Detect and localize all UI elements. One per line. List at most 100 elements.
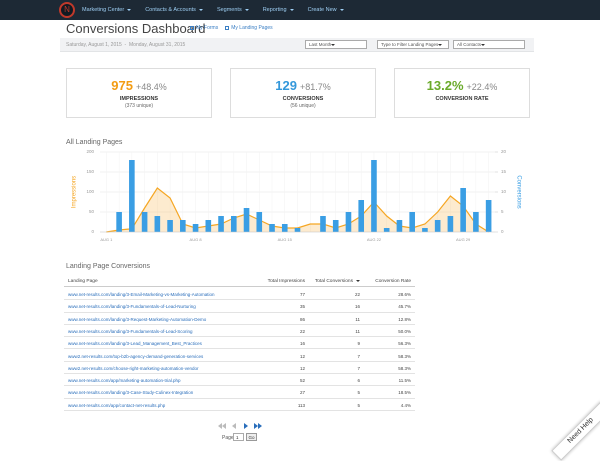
x-tick-label: AUG 8 xyxy=(190,237,203,242)
stat-box: 129 +81.7% CONVERSIONS (56 unique) xyxy=(230,68,376,118)
bar xyxy=(243,208,250,232)
y2-tick-label: 0 xyxy=(501,229,504,234)
page-link[interactable]: www2.net-results.com/choose-right-market… xyxy=(68,365,199,371)
stat-change: +81.7% xyxy=(299,82,331,92)
header-link-label: My Forms xyxy=(196,25,219,31)
y-tick-label: 0 xyxy=(91,229,94,234)
table-cell: 50.0% xyxy=(398,328,411,334)
nav-item[interactable]: Segments xyxy=(217,7,249,13)
filter-select[interactable]: All Contacts xyxy=(453,40,525,49)
column-header[interactable]: Total Conversions xyxy=(309,279,360,284)
page-link[interactable]: www.net-results.com/app/marketing-automa… xyxy=(68,378,181,384)
table-cell: 12 xyxy=(299,353,305,359)
date-range: Saturday, August 1, 2015 - Monday, Augus… xyxy=(66,42,186,48)
nav-item-label: Segments xyxy=(216,7,242,13)
pager-arrows[interactable] xyxy=(216,422,266,430)
bar xyxy=(485,200,492,232)
bar xyxy=(218,216,224,232)
page-link[interactable]: www.net-results.com/landing/3-Fundamenta… xyxy=(68,328,193,334)
filter-bar: Saturday, August 1, 2015 - Monday, Augus… xyxy=(60,38,534,52)
table-row: www.net-results.com/landing/3-Fundamenta… xyxy=(64,325,415,338)
column-header[interactable]: Total Impressions xyxy=(254,279,305,284)
y2-tick-label: 15 xyxy=(501,169,507,174)
bar xyxy=(447,216,454,232)
stat-value: 975 xyxy=(111,78,133,93)
column-header-label: Conversion Rate xyxy=(375,279,411,284)
table-cell: 22 xyxy=(299,328,305,334)
table-cell: 35 xyxy=(299,304,305,310)
page-input[interactable]: 1 xyxy=(233,433,244,441)
table-row: www.net-results.com/landing/3-Email-Mark… xyxy=(64,288,415,301)
header-link-label: My Landing Pages xyxy=(231,25,273,31)
bar xyxy=(269,224,275,232)
stat-detail: (56 unique) xyxy=(290,103,316,109)
page-link[interactable]: www2.net-results.com/top-b2b-agency-dema… xyxy=(68,353,204,359)
nav-item[interactable]: Create New xyxy=(308,7,344,13)
stat-box: 13.2% +22.4% CONVERSION RATE xyxy=(394,68,530,118)
caret xyxy=(331,43,336,46)
caret xyxy=(244,8,249,11)
bar xyxy=(320,216,326,232)
page-link[interactable]: www.net-results.com/landing/3-Request-Ma… xyxy=(68,316,207,322)
column-header-label: Total Conversions xyxy=(314,279,353,284)
y2-tick-label: 10 xyxy=(501,189,507,194)
logo[interactable]: N xyxy=(59,2,75,18)
chart: All Landing Pages 0 50 100 150 200 0 5 10 15 20 AUG… xyxy=(66,139,521,242)
bar xyxy=(371,160,377,232)
bar xyxy=(256,212,263,232)
stat-main: 13.2% +22.4% xyxy=(395,78,529,93)
bar xyxy=(396,220,403,232)
pager-arrow xyxy=(218,423,226,429)
help-tab[interactable]: Need Help xyxy=(551,401,600,461)
stat-main: 129 +81.7% xyxy=(231,78,375,93)
bar xyxy=(230,216,237,232)
nav-item[interactable]: Contacts & Accounts xyxy=(145,7,203,13)
table-title: Landing Page Conversions xyxy=(66,263,151,270)
pager-arrow xyxy=(254,423,262,429)
bar xyxy=(205,220,212,232)
table-cell: 11 xyxy=(355,328,360,334)
column-header[interactable]: Conversion Rate xyxy=(364,279,411,284)
page-link[interactable]: www.net-results.com/landing/3-Case-Study… xyxy=(68,390,194,396)
bar xyxy=(434,220,441,232)
table-cell: 58.3% xyxy=(398,365,411,371)
bar xyxy=(116,212,122,232)
table-cell: 58.3% xyxy=(398,353,411,359)
stat-label: CONVERSIONS xyxy=(282,96,324,102)
caret xyxy=(289,8,294,11)
caret xyxy=(127,8,132,11)
bar xyxy=(294,228,301,232)
column-header-label: Landing Page xyxy=(68,279,98,284)
caret xyxy=(198,8,203,11)
table-cell: 18.5% xyxy=(398,390,411,396)
bar xyxy=(460,188,466,232)
filter-select[interactable]: Type to Filter Landing Pages xyxy=(377,40,449,49)
page-link[interactable]: www.net-results.com/app/contact-net-resu… xyxy=(68,402,166,408)
header-link[interactable]: My Forms xyxy=(190,25,218,31)
table-cell: 7 xyxy=(357,365,360,371)
pager-arrow xyxy=(232,423,236,429)
nav-item[interactable]: Reporting xyxy=(263,7,294,13)
x-tick-label: AUG 29 xyxy=(456,237,471,242)
page-link[interactable]: www.net-results.com/landing/3-Lead_Manag… xyxy=(68,341,202,347)
table-row: www.net-results.com/app/contact-net-resu… xyxy=(64,399,415,411)
page-link[interactable]: www.net-results.com/landing/3-Fundamenta… xyxy=(68,304,196,310)
page-link[interactable]: www.net-results.com/landing/3-Email-Mark… xyxy=(68,292,215,297)
table-cell: 86 xyxy=(299,316,305,322)
table-row: www.net-results.com/landing/3-Case-Study… xyxy=(64,386,415,399)
stat-change: +22.4% xyxy=(466,82,498,92)
bar xyxy=(422,228,428,232)
nav-item[interactable]: Marketing Center xyxy=(82,7,132,13)
stat-label: IMPRESSIONS xyxy=(119,96,159,102)
header-link[interactable]: My Landing Pages xyxy=(225,25,273,31)
table-cell: 5 xyxy=(357,390,360,396)
go-button[interactable]: Go xyxy=(246,433,257,441)
sort-arrow xyxy=(356,279,360,282)
bar xyxy=(345,212,352,232)
link-icon xyxy=(190,26,194,30)
filter-select[interactable]: Last Month xyxy=(305,40,367,49)
table-row: www.net-results.com/landing/3-Lead_Manag… xyxy=(64,337,415,350)
column-header[interactable]: Landing Page xyxy=(68,279,254,284)
table-cell: 12 xyxy=(299,365,305,371)
